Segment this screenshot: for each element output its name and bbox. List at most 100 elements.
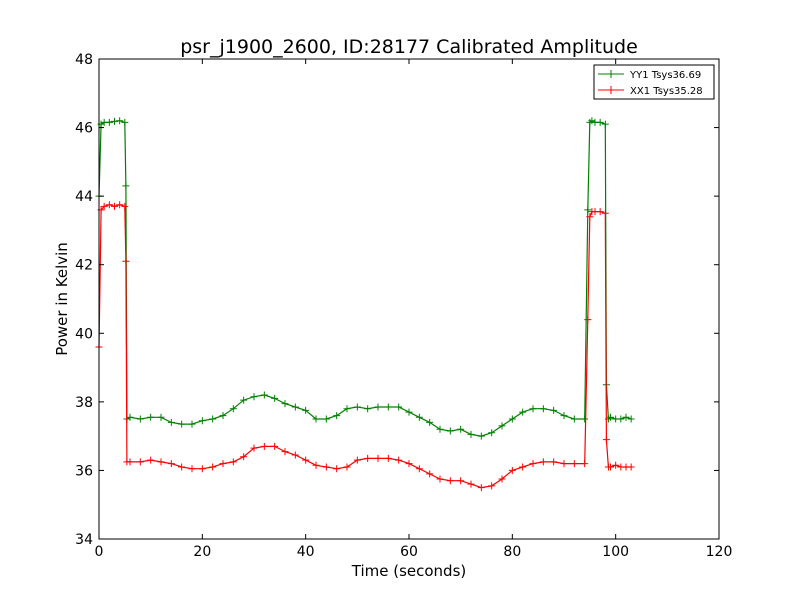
data-point [508, 466, 516, 474]
data-point [229, 458, 237, 466]
data-point [219, 460, 227, 468]
data-point [384, 403, 392, 411]
data-point [395, 456, 403, 464]
legend-label-xx1: XX1 Tsys35.28 [630, 86, 703, 97]
data-point [157, 458, 165, 466]
data-point [457, 477, 465, 485]
legend-entry-yy1: YY1 Tsys36.69 [598, 70, 701, 81]
data-point [374, 454, 382, 462]
data-point [467, 480, 475, 488]
data-point [322, 463, 330, 471]
legend-box [593, 64, 715, 100]
data-point [617, 415, 625, 423]
data-point [498, 422, 506, 430]
data-point [312, 461, 320, 469]
data-point [126, 458, 134, 466]
data-point [136, 458, 144, 466]
data-point [627, 463, 635, 471]
data-point [570, 460, 578, 468]
data-point [343, 405, 351, 413]
y-tick-label: 34 [75, 532, 93, 548]
data-point [488, 429, 496, 437]
data-point [122, 257, 130, 265]
data-point [436, 475, 444, 483]
data-point [105, 201, 113, 209]
data-point [281, 448, 289, 456]
data-point [395, 403, 403, 411]
data-point [333, 412, 341, 420]
data-point [126, 413, 134, 421]
data-point [209, 463, 217, 471]
data-point [446, 427, 454, 435]
data-point [607, 463, 614, 471]
x-tick-label: 20 [193, 544, 211, 560]
data-point [405, 460, 413, 468]
data-point [529, 405, 537, 413]
data-point [188, 465, 196, 473]
data-point [167, 418, 175, 426]
y-tick-label: 42 [75, 258, 93, 274]
data-point [584, 206, 592, 214]
tick-layer: 0 20 40 60 80 100 120 34 36 38 40 42 44 46 48 [75, 52, 732, 560]
data-point [596, 208, 604, 216]
y-tick-label: 36 [75, 463, 93, 479]
data-point [405, 408, 413, 416]
data-point [343, 463, 351, 471]
data-point [364, 405, 372, 413]
data-point [622, 413, 630, 421]
data-point [426, 470, 434, 478]
data-point [333, 465, 341, 473]
x-tick-label: 0 [95, 544, 104, 560]
data-point [116, 201, 124, 209]
y-axis-title: Power in Kelvin [53, 242, 71, 356]
y-tick-label: 46 [75, 121, 93, 137]
data-point [601, 209, 609, 217]
data-point [601, 120, 609, 128]
data-point [498, 475, 506, 483]
x-axis-title: Time (seconds) [351, 562, 467, 580]
data-point [100, 202, 108, 210]
series-1 [95, 201, 635, 492]
data-point [584, 316, 592, 324]
data-point [539, 405, 547, 413]
data-point [157, 413, 165, 421]
data-point [627, 415, 635, 423]
data-point [457, 425, 465, 433]
y-tick-label: 44 [75, 189, 93, 205]
legend-label-yy1: YY1 Tsys36.69 [629, 70, 701, 81]
data-point [271, 442, 279, 450]
data-point [260, 391, 268, 399]
data-point [121, 118, 129, 126]
data-point [519, 463, 527, 471]
data-point [581, 415, 589, 423]
data-point [426, 418, 434, 426]
plot-layer [95, 117, 635, 492]
legend-marker-yy1 [607, 70, 615, 78]
data-point [477, 432, 485, 440]
data-point [229, 405, 237, 413]
data-point [364, 454, 372, 462]
data-point [602, 436, 610, 444]
data-point [178, 463, 186, 471]
data-point [178, 420, 186, 428]
legend-entry-xx1: XX1 Tsys35.28 [598, 86, 703, 97]
data-point [586, 213, 594, 221]
data-point [550, 406, 558, 414]
data-point [198, 417, 206, 425]
x-tick-label: 80 [503, 544, 521, 560]
x-tick-label: 100 [602, 544, 629, 560]
data-point [467, 430, 475, 438]
data-point [209, 415, 217, 423]
data-point [302, 406, 310, 414]
data-point [188, 420, 196, 428]
data-point [353, 456, 361, 464]
y-tick-label: 38 [75, 395, 93, 411]
data-point [147, 456, 155, 464]
data-point [250, 444, 258, 452]
data-point [250, 393, 258, 401]
data-point [550, 458, 558, 466]
data-point [353, 403, 361, 411]
data-point [519, 408, 527, 416]
